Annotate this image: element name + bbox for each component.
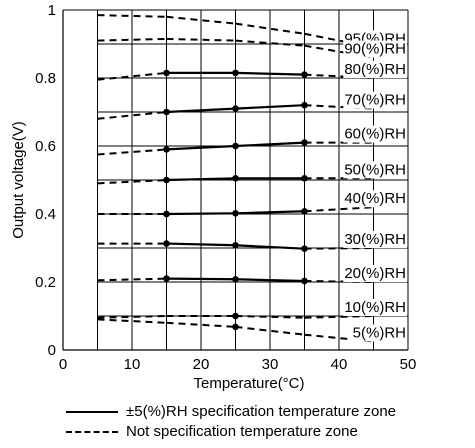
series-line-solid [235, 244, 305, 250]
series-label-bg [343, 91, 407, 109]
series [97, 312, 374, 320]
series [97, 275, 374, 285]
series [97, 69, 374, 81]
x-tick-label: 10 [124, 356, 141, 373]
series-group [97, 14, 374, 343]
legend-dashed-label: Not specification temperature zone [126, 423, 358, 440]
data-point [301, 245, 308, 252]
data-point [163, 69, 170, 77]
series-label: 50(%)RH [344, 161, 406, 178]
x-tick-label: 50 [400, 356, 417, 373]
legend-solid-line-icon [66, 411, 118, 413]
series [97, 101, 374, 120]
data-point [163, 146, 170, 153]
tick-labels: 0 10 20 30 40 50 0 0.2 0.4 0.6 0.8 1 [35, 2, 416, 373]
data-point [232, 142, 239, 150]
series-label-bg [343, 190, 407, 208]
data-point [163, 210, 170, 218]
x-tick-label: 40 [331, 356, 348, 373]
series-line-solid [166, 212, 236, 216]
series-label: 20(%)RH [344, 265, 406, 282]
series-label: 10(%)RH [344, 299, 406, 316]
x-tick-label: 0 [59, 356, 67, 373]
data-point [232, 175, 239, 182]
series [97, 318, 374, 343]
series-label-bg [343, 161, 407, 179]
series [97, 206, 374, 218]
data-point [301, 71, 308, 78]
data-point [163, 240, 170, 247]
series-line-solid [166, 144, 236, 151]
series-line-solid [235, 210, 305, 215]
data-point [301, 101, 308, 109]
rh-labels: 95(%)RH90(%)RH80(%)RH70(%)RH60(%)RH50(%)… [343, 30, 407, 342]
data-point [232, 210, 239, 217]
series-line-solid [166, 277, 236, 281]
series-label: 5(%)RH [353, 325, 406, 342]
y-tick-label: 0 [48, 342, 56, 359]
data-point [301, 175, 308, 182]
series-label: 80(%)RH [344, 61, 406, 78]
x-tick-label: 30 [262, 356, 279, 373]
data-point [232, 69, 239, 77]
y-tick-label: 0.4 [35, 206, 56, 223]
series-label-bg [343, 231, 407, 248]
series-label-bg [343, 125, 407, 143]
series [97, 240, 374, 252]
series-label-bg [343, 61, 407, 78]
data-point [163, 176, 170, 184]
series-label: 90(%)RH [344, 41, 406, 58]
series-line-solid [166, 177, 236, 182]
series-line-solid [235, 104, 305, 110]
legend-solid-label: ±5(%)RH specification temperature zone [126, 403, 397, 420]
series-label: 70(%)RH [344, 92, 406, 109]
series-label: 60(%)RH [344, 126, 406, 143]
legend-item-solid: ±5(%)RH specification temperature zone [66, 402, 471, 422]
data-point [163, 108, 170, 116]
series-label-bg [343, 265, 407, 282]
data-point [301, 277, 308, 285]
data-point [232, 312, 239, 320]
series [97, 139, 374, 156]
y-axis-title: Output voltage(V) [10, 121, 27, 239]
series-line-solid [235, 278, 305, 283]
y-tick-label: 0.6 [35, 138, 56, 155]
x-axis-title: Temperature(°C) [193, 375, 304, 392]
data-point [232, 323, 239, 331]
legend: ±5(%)RH specification temperature zone N… [66, 402, 471, 442]
data-point [301, 207, 308, 215]
series-line-solid [166, 107, 236, 114]
series-label: 30(%)RH [344, 231, 406, 248]
y-tick-label: 1 [48, 2, 56, 19]
data-point [232, 241, 239, 249]
series-line-solid [235, 71, 305, 76]
series [97, 175, 374, 185]
y-tick-label: 0.2 [35, 274, 56, 291]
series-line-solid [235, 141, 305, 148]
y-tick-label: 0.8 [35, 70, 56, 87]
data-point [163, 275, 170, 282]
x-tick-label: 20 [193, 356, 210, 373]
legend-item-dashed: Not specification temperature zone [66, 422, 471, 442]
series-label-bg [351, 324, 407, 342]
series-line-solid [166, 242, 236, 247]
series-label-bg [343, 40, 407, 58]
series-label-bg [343, 299, 407, 316]
legend-dashed-line-icon [66, 431, 118, 433]
series-label: 40(%)RH [344, 190, 406, 207]
chart: 95(%)RH90(%)RH80(%)RH70(%)RH60(%)RH50(%)… [10, 2, 416, 392]
data-point [301, 139, 308, 146]
data-point [232, 275, 239, 283]
data-point [232, 105, 239, 112]
